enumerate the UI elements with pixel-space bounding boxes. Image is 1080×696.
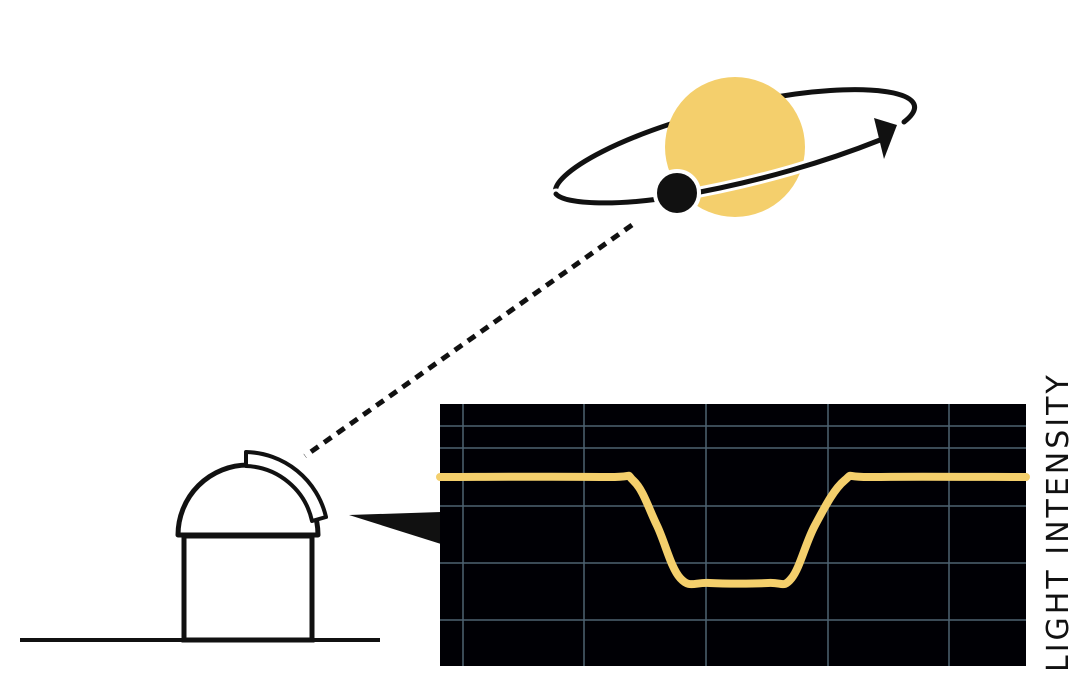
y-axis-label: LIGHT INTENSITY <box>1041 372 1076 672</box>
planet <box>653 169 701 217</box>
chart-grid <box>440 404 1026 666</box>
orbit-arrow-icon <box>874 118 897 159</box>
light-curve-chart <box>436 404 1030 666</box>
observatory-icon <box>175 450 328 643</box>
observatory-building <box>181 533 315 643</box>
observatory-shutter <box>244 450 328 523</box>
star <box>665 77 805 217</box>
callout-pointer <box>349 512 441 544</box>
line-of-sight <box>303 222 634 459</box>
chart-screen <box>440 404 1026 666</box>
light-curve-line <box>436 471 1030 589</box>
